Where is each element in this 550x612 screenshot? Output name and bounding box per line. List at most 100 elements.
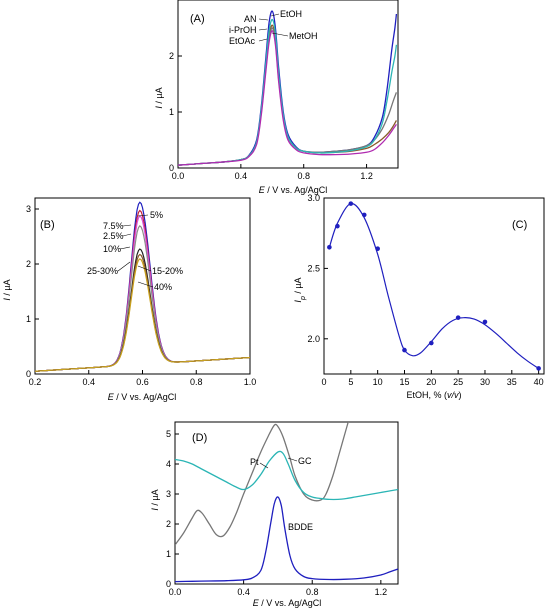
panel-a-xlabel-rest: / V vs. Ag/AgCl	[265, 185, 328, 195]
panel-d-ytick-label: 2	[166, 519, 171, 529]
panel-a-ticks: 0.0 0.4 0.8 1.2 0 1 2	[169, 51, 373, 181]
panel-a-ann-an: AN	[244, 14, 257, 24]
panel-c-ticks: 0 5 10 15 20 25 30 35 40 2.0 2.5 3.0	[307, 193, 543, 387]
panel-a-series-etoh	[177, 10, 398, 166]
panel-c-frame	[323, 197, 545, 375]
panel-b-xtick-label: 1.0	[244, 377, 257, 387]
panel-c-point	[375, 246, 380, 251]
panel-d-xtick-label: 0.8	[306, 587, 319, 597]
panel-c-xtick-label: 5	[348, 377, 353, 387]
panel-b-ann-40: 40%	[154, 282, 172, 292]
panel-c-xtick-label: 0	[321, 377, 326, 387]
panel-c-point	[361, 212, 367, 218]
panel-c-xlabel-prefix: EtOH, % (	[406, 390, 447, 400]
panel-b-leader-25-30	[117, 261, 131, 272]
panel-d-ylabel-var: I	[150, 508, 160, 511]
panel-c-xtick-label: 10	[373, 377, 383, 387]
panel-a-xlabel: E / V vs. Ag/AgCl	[259, 185, 328, 195]
panel-b-leader-15-20	[137, 265, 152, 272]
panel-c-xtick-label: 35	[507, 377, 517, 387]
panel-c-label: (C)	[512, 219, 527, 231]
panel-b-ylabel-rest: / µA	[2, 279, 12, 298]
panel-b-series	[34, 201, 251, 372]
panel-c-point	[402, 347, 407, 353]
panel-b-leader-10	[119, 246, 131, 250]
panel-a-leader-iproh	[258, 28, 268, 31]
panel-a-ytick-label: 0	[169, 163, 174, 173]
panel-a-series	[177, 10, 398, 166]
panel-a-ytick-label: 2	[169, 51, 174, 61]
panel-d-ytick-label: 3	[166, 489, 171, 499]
panel-a-xtick-label: 0.8	[297, 171, 310, 181]
panel-d-series-group	[175, 422, 398, 583]
panel-c-point	[536, 366, 541, 371]
panel-b-ticks: 0.2 0.4 0.6 0.8 1.0 0 1 2 3	[26, 204, 256, 387]
panel-b: 0.2 0.4 0.6 0.8 1.0 0 1 2 3 (B) 5% 7.5% 2.5% 10%…	[2, 197, 256, 402]
panel-c-series	[327, 201, 541, 371]
panel-a-series-etoac	[177, 30, 397, 166]
panel-b-ytick-label: 3	[26, 204, 31, 214]
panel-c-xtick-label: 25	[453, 377, 463, 387]
panel-c-point	[482, 319, 488, 325]
panel-a-ann-iproh: i-PrOH	[229, 25, 257, 35]
panel-b-series-15-20	[34, 253, 251, 372]
panel-b-ytick-label: 2	[26, 259, 31, 269]
panel-d-ann-gc: GC	[298, 456, 312, 466]
panel-d-leader-gc	[287, 457, 298, 462]
panel-d-xtick-label: 1.2	[375, 587, 388, 597]
panel-a-label: (A)	[190, 13, 205, 25]
panel-a-series-an	[177, 24, 397, 166]
panel-d-xlabel: E / V vs. Ag/AgCl	[253, 598, 322, 608]
panel-c-point	[455, 315, 461, 320]
panel-a-xtick-label: 1.2	[360, 171, 373, 181]
panel-d-ylabel: I / µA	[150, 489, 160, 510]
panel-b-series-7-5	[34, 209, 251, 372]
panel-b-label: (B)	[40, 219, 55, 231]
panel-b-xtick-label: 0.4	[82, 377, 95, 387]
panel-a-leader-an	[258, 18, 269, 21]
panel-b-frame	[34, 197, 251, 375]
panel-c-ylabel-sub: p	[300, 296, 307, 301]
panel-b-xlabel: E / V vs. Ag/AgCl	[108, 392, 177, 402]
panel-a-ylabel: I / µA	[154, 87, 164, 108]
panel-c-xlabel: EtOH, % (v/v)	[406, 390, 461, 400]
panel-d-series-pt	[175, 422, 349, 546]
panel-a-xtick-label: 0.4	[235, 171, 248, 181]
panel-c-point	[327, 244, 332, 250]
panel-c-ylabel-rest: / µA	[293, 277, 303, 296]
panel-d-ytick-label: 5	[166, 429, 171, 439]
panel-b-ann-10: 10%	[103, 244, 121, 254]
panel-b-ylabel: I / µA	[2, 279, 12, 300]
panel-c-point	[335, 223, 340, 229]
panel-a-ylabel-var: I	[154, 106, 164, 109]
panel-b-ann-2-5: 2.5%	[103, 231, 124, 241]
panel-d: 0.0 0.4 0.8 1.2 0 1 2 3 4 5 (D) Pt GC BDDE I / µA…	[150, 421, 399, 608]
panel-b-xtick-label: 0.2	[29, 377, 42, 387]
panel-b-ann-15-20: 15-20%	[152, 266, 183, 276]
panel-d-ytick-label: 0	[166, 579, 171, 589]
panel-c-xlabel-suffix: )	[459, 390, 462, 400]
panel-c-ytick-label: 2.0	[307, 334, 320, 344]
panel-a-leader-etoh	[270, 13, 280, 17]
panel-c: 0 5 10 15 20 25 30 35 40 2.0 2.5 3.0 (C) Ip / µA Et…	[293, 193, 545, 400]
panel-d-xtick-label: 0.0	[169, 587, 182, 597]
panel-a-frame	[177, 0, 399, 169]
panel-a-ann-metoh: MetOH	[289, 31, 318, 41]
panel-b-xlabel-rest: / V vs. Ag/AgCl	[114, 392, 177, 402]
panel-b-series-5	[34, 201, 251, 372]
panel-b-leader-2-5	[122, 233, 132, 237]
panel-c-xtick-label: 15	[399, 377, 409, 387]
panel-c-point	[348, 201, 354, 206]
panel-c-point	[429, 340, 434, 346]
panel-a-series-i-proh	[177, 27, 398, 166]
panel-d-ann-bdde: BDDE	[288, 522, 313, 532]
panel-a-ann-etoh: EtOH	[280, 9, 302, 19]
panel-c-xtick-label: 20	[426, 377, 436, 387]
panel-b-series-40	[34, 258, 251, 372]
panel-c-ytick-label: 2.5	[307, 263, 320, 273]
panel-b-xlabel-var: E	[108, 392, 115, 402]
panel-b-leader-5	[137, 214, 149, 217]
panel-d-series-bdde	[175, 496, 398, 583]
panel-d-xlabel-var: E	[253, 598, 260, 608]
